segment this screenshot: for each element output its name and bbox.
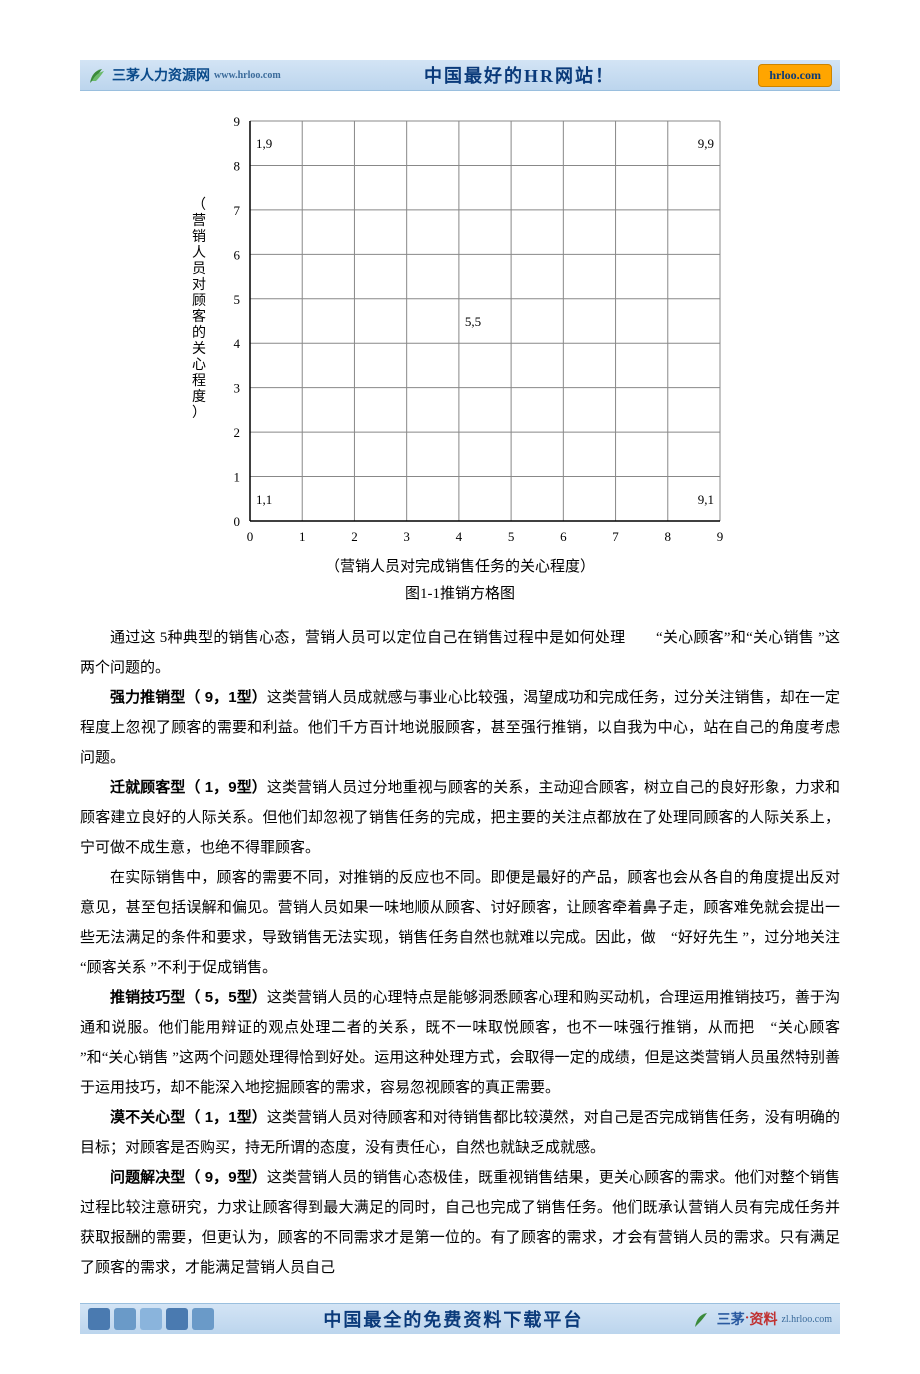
paragraph-9-9: 问题解决型（ 9，9型）这类营销人员的销售心态极佳，既重视销售结果，更关心顾客的… [80, 1163, 840, 1283]
paragraph-9-1: 强力推销型（ 9，1型）这类营销人员成就感与事业心比较强，渴望成功和完成任务，过… [80, 683, 840, 773]
footer-slogan: 中国最全的免费资料下载平台 [214, 1306, 693, 1332]
bold-1-9: 迁就顾客型（ 1，9型） [110, 779, 267, 796]
svg-text:员: 员 [192, 262, 206, 277]
bold-9-9: 问题解决型（ 9，9型） [110, 1169, 267, 1186]
svg-text:关: 关 [192, 341, 206, 357]
svg-text:的: 的 [192, 325, 206, 341]
svg-text:8: 8 [665, 529, 672, 544]
x-axis-label: （营销人员对完成销售任务的关心程度） [180, 555, 740, 576]
header-banner: 三茅人力资源网 www.hrloo.com 中国最好的HR网站！ hrloo.c… [80, 60, 840, 91]
svg-text:销: 销 [192, 229, 206, 245]
paragraph-1-1: 漠不关心型（ 1，1型）这类营销人员对待顾客和对待销售都比较漠然，对自己是否完成… [80, 1103, 840, 1163]
svg-text:7: 7 [612, 529, 619, 544]
footer-banner: 中国最全的免费资料下载平台 三茅 · 资料 zl.hrloo.com [80, 1303, 840, 1334]
chart-caption: 图1-1推销方格图 [180, 582, 740, 603]
bold-9-1: 强力推销型（ 9，1型） [110, 689, 267, 706]
svg-text:1,9: 1,9 [256, 136, 272, 151]
svg-text:人: 人 [192, 245, 206, 261]
footer-mini-icon [166, 1308, 188, 1330]
grid-svg: （营销人员对顾客的关心程度） 0 1 2 3 4 5 6 7 8 9 0 1 2 3 4 5 6 7 8 9 1,9 9,9… [180, 111, 740, 551]
svg-text:5: 5 [508, 529, 514, 544]
leaf-icon [88, 65, 108, 85]
footer-mini-icon [192, 1308, 214, 1330]
footer-logo: 三茅 · 资料 zl.hrloo.com [693, 1309, 840, 1329]
svg-text:心: 心 [192, 357, 206, 373]
svg-text:客: 客 [192, 308, 206, 325]
svg-text:0: 0 [234, 514, 241, 529]
footer-logo-blue: 三茅 [717, 1309, 745, 1329]
svg-text:3: 3 [234, 381, 241, 396]
svg-text:营: 营 [192, 213, 206, 229]
footer-mini-icon [88, 1308, 110, 1330]
footer-logo-sub: zl.hrloo.com [781, 1314, 832, 1325]
header-badge[interactable]: hrloo.com [758, 64, 832, 87]
svg-text:2: 2 [234, 425, 241, 440]
svg-text:7: 7 [234, 203, 241, 218]
svg-text:9,9: 9,9 [698, 136, 714, 151]
svg-text:1,1: 1,1 [256, 492, 272, 507]
footer-logo-red: 资料 [749, 1309, 777, 1329]
svg-text:4: 4 [456, 529, 463, 544]
header-slogan: 中国最好的HR网站！ [281, 62, 759, 88]
paragraph-5-5: 推销技巧型（ 5，5型）这类营销人员的心理特点是能够洞悉顾客心理和购买动机，合理… [80, 983, 840, 1103]
footer-icons [80, 1308, 214, 1330]
svg-text:1: 1 [234, 470, 241, 485]
header-logo-text: 三茅人力资源网 [112, 65, 210, 85]
svg-text:0: 0 [247, 529, 254, 544]
bold-1-1: 漠不关心型（ 1，1型） [110, 1109, 267, 1126]
svg-text:9: 9 [717, 529, 724, 544]
svg-text:2: 2 [351, 529, 358, 544]
svg-text:对: 对 [192, 277, 206, 293]
svg-text:度: 度 [192, 389, 206, 405]
svg-text:6: 6 [560, 529, 567, 544]
paragraph-intro: 通过这 5种典型的销售心态，营销人员可以定位自己在销售过程中是如何处理 “关心顾… [80, 623, 840, 683]
paragraph-explain: 在实际销售中，顾客的需要不同，对推销的反应也不同。即便是最好的产品，顾客也会从各… [80, 863, 840, 983]
svg-text:9,1: 9,1 [698, 492, 714, 507]
svg-text:1: 1 [299, 529, 306, 544]
svg-text:5,5: 5,5 [465, 314, 481, 329]
svg-text:3: 3 [403, 529, 410, 544]
svg-text:5: 5 [234, 292, 241, 307]
sales-grid-chart: （营销人员对顾客的关心程度） 0 1 2 3 4 5 6 7 8 9 0 1 2 3 4 5 6 7 8 9 1,9 9,9… [180, 111, 740, 603]
header-logo-url: www.hrloo.com [214, 70, 281, 81]
footer-mini-icon [114, 1308, 136, 1330]
svg-text:9: 9 [234, 114, 241, 129]
svg-text:）: ） [192, 405, 206, 421]
document-body: 通过这 5种典型的销售心态，营销人员可以定位自己在销售过程中是如何处理 “关心顾… [80, 623, 840, 1283]
svg-text:程: 程 [192, 373, 206, 389]
svg-text:6: 6 [234, 247, 241, 262]
svg-text:4: 4 [234, 336, 241, 351]
bold-5-5: 推销技巧型（ 5，5型） [110, 989, 267, 1006]
footer-mini-icon [140, 1308, 162, 1330]
header-logo: 三茅人力资源网 www.hrloo.com [80, 65, 281, 85]
svg-text:顾: 顾 [192, 294, 206, 309]
paragraph-1-9: 迁就顾客型（ 1，9型）这类营销人员过分地重视与顾客的关系，主动迎合顾客，树立自… [80, 773, 840, 863]
svg-text:（: （ [192, 197, 206, 213]
leaf-icon [693, 1309, 713, 1329]
svg-text:8: 8 [234, 158, 241, 173]
